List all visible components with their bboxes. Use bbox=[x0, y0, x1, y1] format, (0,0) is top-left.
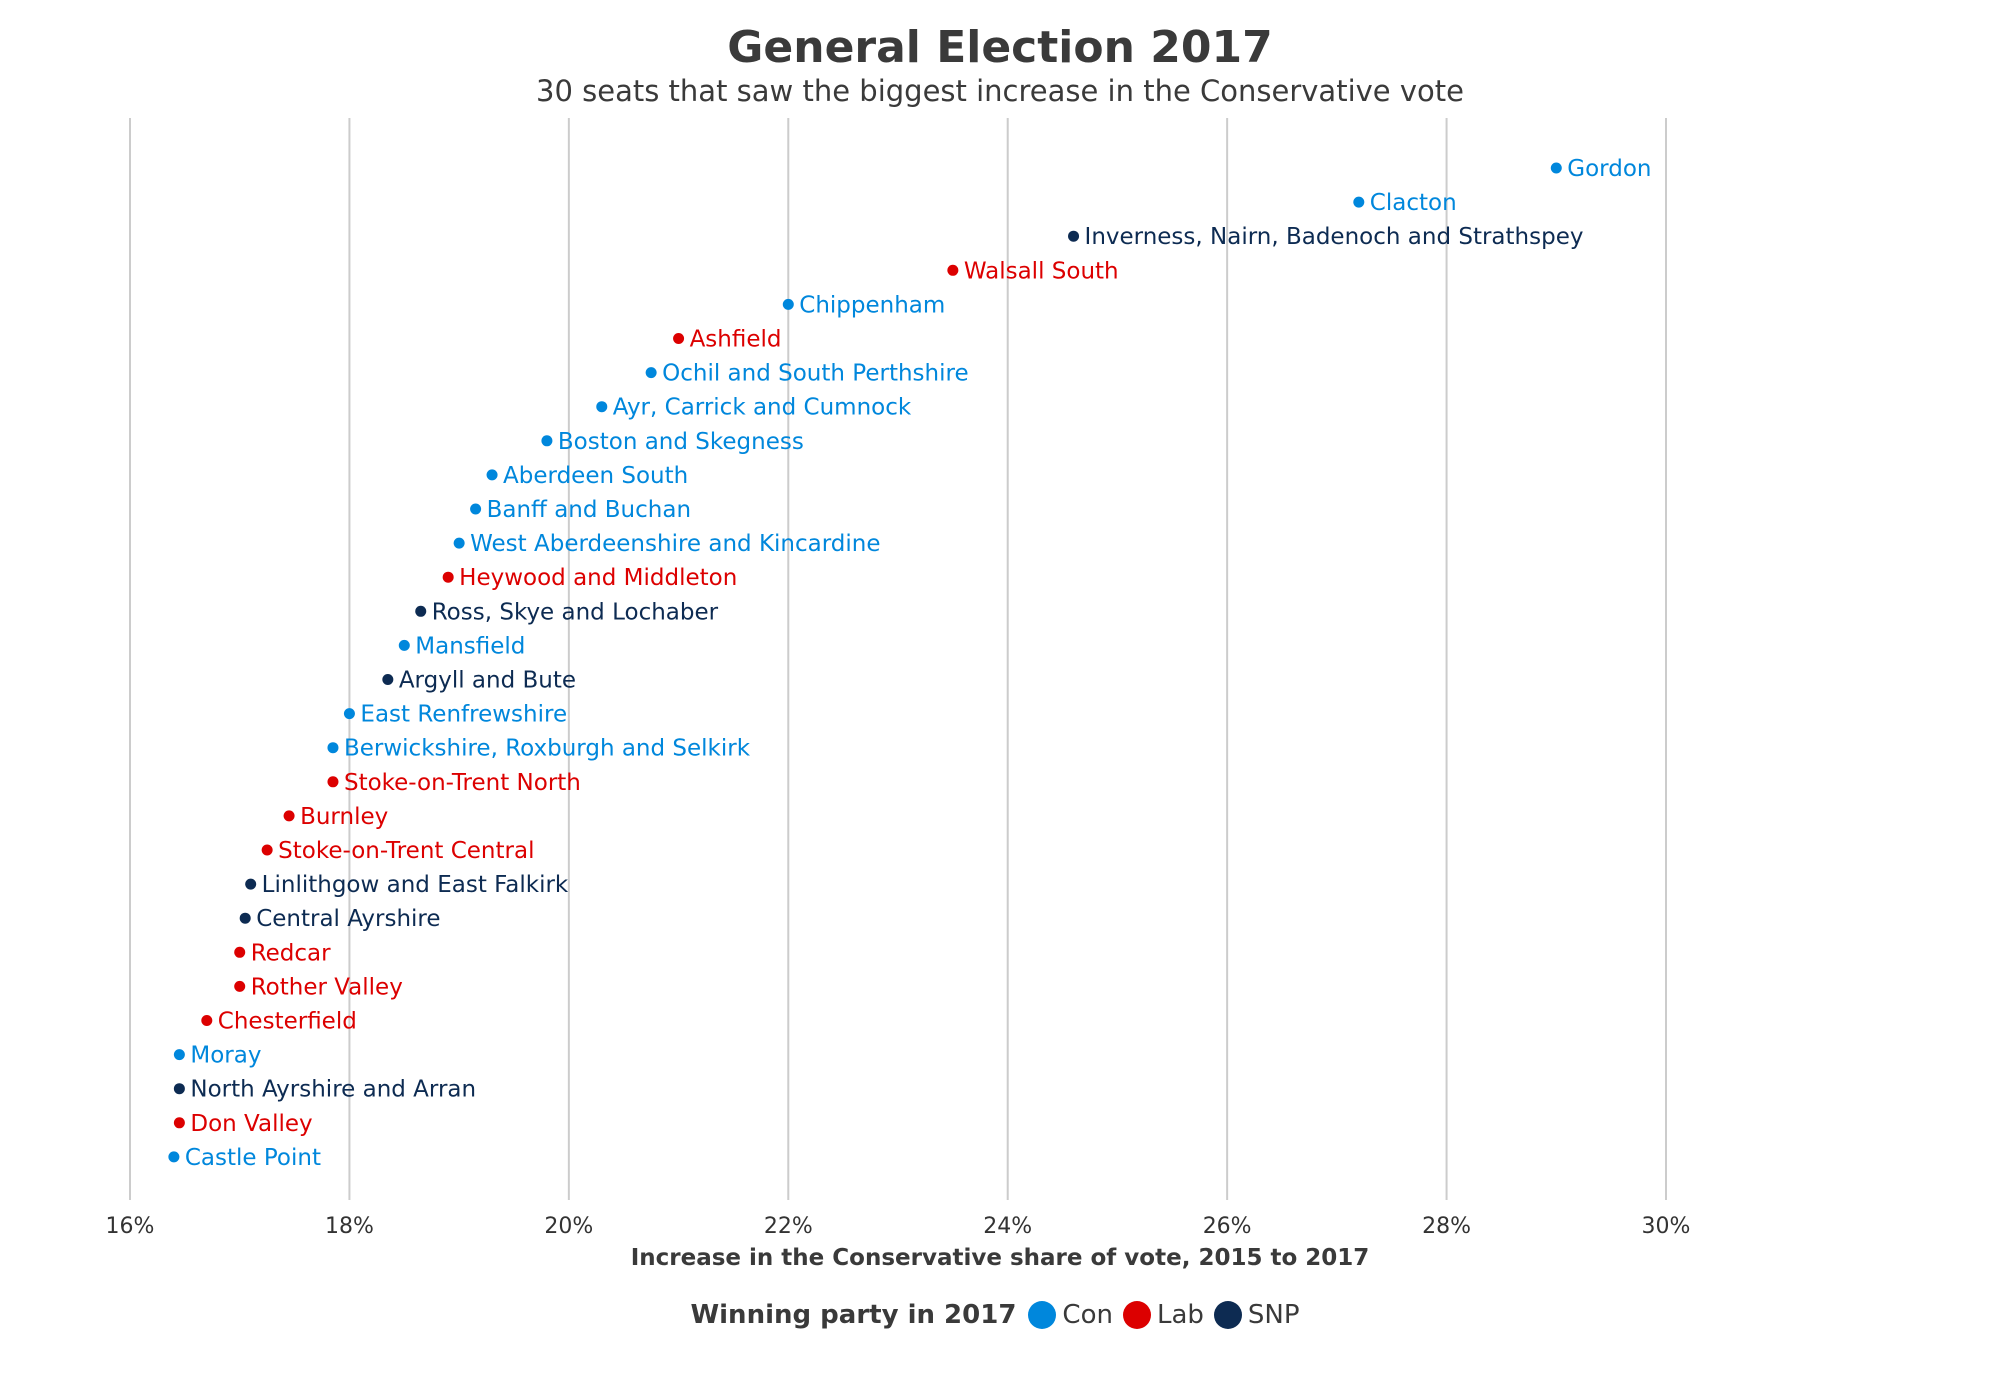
legend-title: Winning party in 2017 bbox=[690, 1300, 1017, 1330]
legend: Winning party in 2017 Con Lab SNP bbox=[0, 1300, 2000, 1330]
point-label: Linlithgow and East Falkirk bbox=[262, 872, 569, 898]
point-label: Moray bbox=[190, 1043, 261, 1069]
data-point bbox=[239, 912, 251, 924]
point-label: Ross, Skye and Lochaber bbox=[432, 599, 719, 625]
point-label: North Ayrshire and Arran bbox=[190, 1077, 476, 1103]
x-axis-label: Increase in the Conservative share of vo… bbox=[630, 1245, 1370, 1271]
point-label: Mansfield bbox=[415, 633, 525, 659]
point-label: Stoke-on-Trent Central bbox=[278, 838, 534, 864]
x-tick-label: 26% bbox=[1203, 1214, 1252, 1239]
legend-label-lab: Lab bbox=[1156, 1300, 1204, 1330]
point-label: Clacton bbox=[1370, 190, 1457, 216]
legend-label-con: Con bbox=[1062, 1300, 1113, 1330]
data-point bbox=[234, 946, 246, 958]
data-point bbox=[382, 674, 394, 685]
chart-title: General Election 2017 bbox=[727, 22, 1273, 73]
point-label: Ochil and South Perthshire bbox=[662, 361, 968, 387]
point-label: Don Valley bbox=[190, 1111, 312, 1137]
data-point bbox=[327, 742, 339, 754]
point-label: Gordon bbox=[1567, 156, 1651, 182]
x-tick-label: 28% bbox=[1422, 1214, 1471, 1239]
legend-item-lab: Lab bbox=[1122, 1300, 1204, 1330]
data-point bbox=[261, 844, 273, 856]
point-label: Ayr, Carrick and Cumnock bbox=[613, 395, 912, 421]
data-point bbox=[327, 776, 339, 788]
data-point bbox=[486, 469, 498, 481]
legend-item-snp: SNP bbox=[1213, 1300, 1300, 1330]
data-point bbox=[343, 708, 355, 720]
data-point bbox=[283, 810, 295, 822]
legend-dot-lab bbox=[1122, 1301, 1151, 1329]
data-point bbox=[173, 1049, 185, 1061]
x-tick-label: 16% bbox=[106, 1214, 155, 1239]
point-label: Inverness, Nairn, Badenoch and Strathspe… bbox=[1085, 224, 1584, 250]
point-label: Berwickshire, Roxburgh and Selkirk bbox=[344, 736, 751, 762]
data-point bbox=[596, 401, 608, 413]
data-point bbox=[234, 980, 246, 992]
point-label: Walsall South bbox=[964, 258, 1119, 284]
data-point bbox=[1068, 230, 1080, 242]
legend-item-con: Con bbox=[1028, 1300, 1113, 1330]
data-point bbox=[398, 639, 410, 651]
data-point bbox=[168, 1151, 180, 1163]
data-point bbox=[541, 435, 553, 447]
chart-plot: 16% 18% 20% 22% 24% 26% 28% 30% Gordon Clacton Inv… bbox=[106, 118, 1691, 1239]
point-label: Castle Point bbox=[185, 1145, 321, 1171]
x-tick-label: 30% bbox=[1642, 1214, 1691, 1239]
x-tick-label: 24% bbox=[983, 1214, 1032, 1239]
legend-dot-snp bbox=[1213, 1301, 1242, 1329]
data-point bbox=[173, 1117, 185, 1129]
data-point bbox=[470, 503, 482, 515]
legend-label-snp: SNP bbox=[1247, 1300, 1300, 1330]
data-point bbox=[453, 537, 465, 549]
x-tick-label: 22% bbox=[764, 1214, 813, 1239]
data-point bbox=[947, 264, 959, 276]
chart-subtitle: 30 seats that saw the biggest increase i… bbox=[536, 74, 1464, 108]
point-label: Stoke-on-Trent North bbox=[344, 770, 581, 796]
data-point bbox=[442, 571, 454, 583]
point-label: Central Ayrshire bbox=[256, 906, 440, 932]
point-label: Rother Valley bbox=[251, 974, 403, 1000]
point-label: East Renfrewshire bbox=[360, 702, 567, 728]
data-point bbox=[645, 367, 657, 379]
point-label: Boston and Skegness bbox=[558, 429, 804, 455]
data-point bbox=[245, 878, 257, 890]
point-label: Redcar bbox=[251, 940, 331, 966]
x-tick-label: 18% bbox=[325, 1214, 374, 1239]
point-label: Burnley bbox=[300, 804, 388, 830]
point-label: Argyll and Bute bbox=[399, 668, 576, 694]
data-point bbox=[173, 1083, 185, 1095]
data-point bbox=[1550, 162, 1562, 174]
point-label: Chippenham bbox=[799, 292, 945, 318]
point-label: West Aberdeenshire and Kincardine bbox=[470, 531, 880, 557]
data-point bbox=[673, 333, 685, 344]
data-point bbox=[201, 1015, 213, 1026]
point-label: Aberdeen South bbox=[503, 463, 688, 489]
point-label: Banff and Buchan bbox=[487, 497, 691, 523]
data-point bbox=[415, 605, 427, 617]
point-label: Chesterfield bbox=[218, 1009, 357, 1035]
x-tick-label: 20% bbox=[544, 1214, 593, 1239]
point-label: Ashfield bbox=[690, 327, 782, 353]
data-point bbox=[1353, 196, 1365, 208]
legend-dot-con bbox=[1028, 1301, 1057, 1329]
point-label: Heywood and Middleton bbox=[459, 565, 737, 591]
data-point bbox=[782, 298, 794, 310]
